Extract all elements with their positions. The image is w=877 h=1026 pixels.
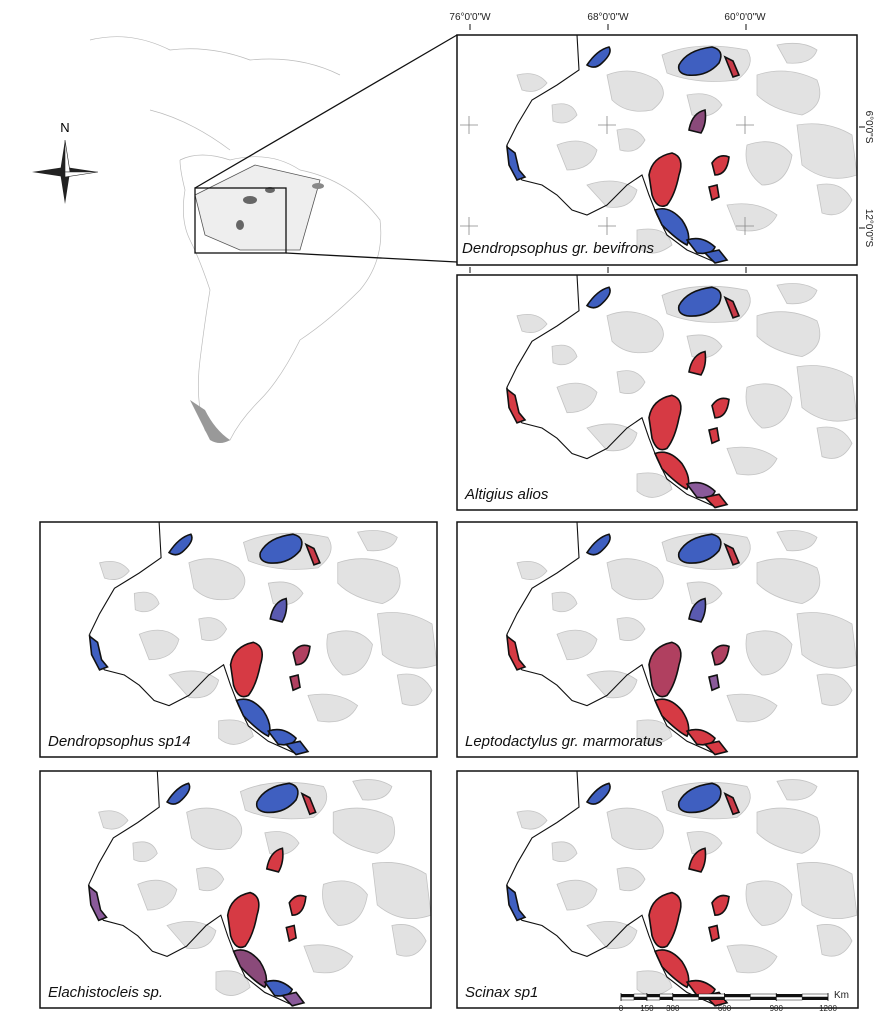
- map-panel: Dendropsophus gr. bevifrons: [456, 24, 865, 273]
- longitude-label: 68°0'0"W: [587, 12, 629, 23]
- longitude-label: 60°0'0"W: [724, 12, 766, 23]
- panel-label: Dendropsophus gr. bevifrons: [462, 240, 655, 257]
- scale-segment: [646, 996, 661, 1001]
- scale-segment: [672, 994, 699, 997]
- scale-segment: [646, 994, 660, 997]
- scale-segment: [621, 994, 634, 997]
- panel-label: Elachistocleis sp.: [48, 984, 163, 1001]
- scale-segment: [633, 993, 648, 998]
- overview-map: N: [32, 34, 458, 443]
- scale-segment: [724, 994, 751, 997]
- panel-label: Scinax sp1: [465, 984, 538, 1001]
- scale-segment: [659, 997, 673, 1000]
- map-panel: Dendropsophus sp14: [39, 521, 438, 758]
- scale-label: 150: [640, 1004, 654, 1013]
- scale-segment: [801, 993, 829, 998]
- panel-label: Altigius alios: [464, 486, 549, 503]
- scale-bar: Km 0 150 300 600 900 1200: [619, 990, 849, 1013]
- extent-box: [194, 187, 287, 254]
- scale-label: 600: [718, 1004, 732, 1013]
- latitude-label: 6°0'0"S: [863, 111, 874, 144]
- scale-segment: [620, 996, 635, 1001]
- scale-label: 1200: [819, 1004, 837, 1013]
- compass: N: [32, 120, 99, 204]
- scale-segment: [633, 997, 647, 1000]
- scale-segment: [750, 997, 777, 1000]
- scale-segment: [672, 996, 699, 1001]
- map-panel: Leptodactylus gr. marmoratus: [456, 521, 858, 758]
- longitude-label: 76°0'0"W: [449, 12, 491, 23]
- latitude-label: 12°0'0"S: [863, 209, 874, 248]
- scale-unit: Km: [834, 990, 849, 1001]
- north-label: N: [60, 120, 69, 135]
- scale-label: 300: [666, 1004, 680, 1013]
- scale-label: 900: [770, 1004, 784, 1013]
- scale-segment: [802, 997, 828, 1000]
- map-panel: Scinax sp1: [456, 770, 859, 1009]
- map-panel: Elachistocleis sp.: [39, 770, 432, 1009]
- scale-segment: [659, 993, 673, 998]
- map-panel: Altigius alios: [456, 274, 858, 511]
- scale-segment: [698, 993, 725, 998]
- panel-label: Leptodactylus gr. marmoratus: [465, 733, 663, 750]
- scale-segment: [776, 994, 803, 997]
- scale-segment: [698, 997, 725, 1000]
- scale-segment: [750, 993, 777, 998]
- scale-segment: [776, 996, 803, 1001]
- panel-label: Dendropsophus sp14: [48, 733, 191, 750]
- scale-label: 0: [619, 1004, 624, 1013]
- scale-segment: [724, 996, 751, 1001]
